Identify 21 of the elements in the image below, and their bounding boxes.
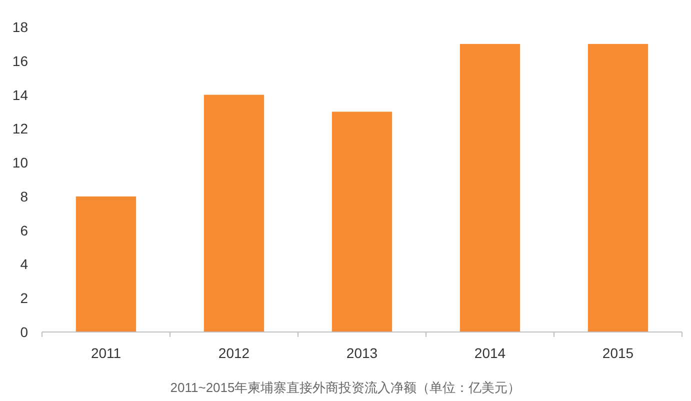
y-tick-label: 16	[12, 52, 28, 69]
bar	[76, 196, 136, 332]
y-tick-label: 14	[12, 86, 28, 103]
bar	[588, 44, 648, 332]
y-tick-label: 10	[12, 154, 28, 171]
x-tick-label: 2013	[346, 345, 378, 361]
y-tick-label: 0	[20, 324, 28, 340]
y-tick-label: 12	[12, 120, 28, 137]
y-tick-label: 4	[20, 256, 28, 272]
x-tick-label: 2014	[474, 345, 506, 361]
x-tick-label: 2011	[90, 345, 122, 361]
bar	[204, 94, 264, 332]
bar	[332, 112, 392, 332]
x-tick-label: 2012	[218, 345, 250, 361]
y-tick-label: 18	[12, 19, 28, 35]
bar	[460, 44, 520, 332]
y-tick-label: 6	[20, 222, 28, 238]
y-tick-label: 8	[20, 188, 28, 204]
y-tick-label: 2	[20, 290, 28, 306]
text: 2011~2015年柬埔寨直接外商投资流入净额（单位：亿美元）	[170, 380, 521, 395]
x-tick-label: 2015	[602, 345, 634, 361]
